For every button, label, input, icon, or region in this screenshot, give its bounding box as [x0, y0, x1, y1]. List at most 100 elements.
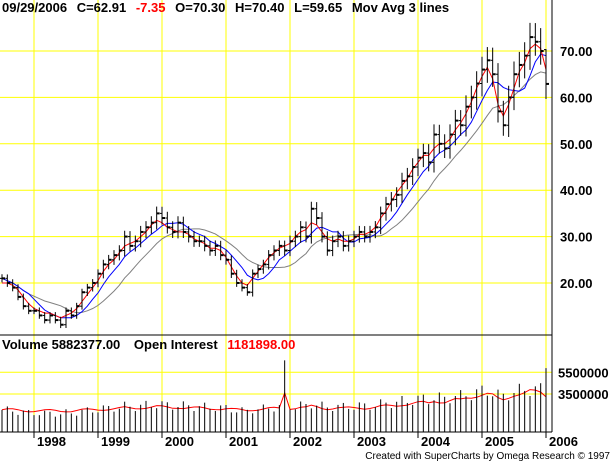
price-bar	[176, 216, 181, 239]
price-bar	[213, 240, 219, 256]
price-bar	[154, 206, 160, 230]
price-bar	[506, 85, 512, 137]
price-bar	[448, 124, 453, 159]
volume-value: Volume 5882377.00	[2, 337, 120, 352]
price-bar	[357, 225, 363, 243]
x-tick-label: 2006	[549, 434, 578, 449]
price-bar	[112, 250, 117, 265]
price-bar	[224, 250, 229, 265]
price-bar	[5, 274, 11, 287]
price-bar	[426, 144, 432, 172]
price-bar	[378, 206, 384, 235]
price-bar	[58, 316, 64, 329]
price-bar	[309, 201, 315, 244]
price-bar	[16, 284, 21, 301]
price-bar	[272, 245, 277, 261]
price-bar	[277, 240, 283, 256]
price-bar	[400, 172, 405, 204]
price-bar-series	[0, 22, 549, 329]
price-bar	[496, 63, 501, 123]
price-bar	[106, 254, 112, 270]
price-bar	[197, 235, 203, 247]
price-bar	[250, 269, 256, 297]
price-bar	[261, 259, 267, 274]
y-tick-label: 70.00	[560, 44, 593, 59]
price-bar	[464, 95, 469, 137]
axis-tick-labels: 20.00 30.00 40.00 50.00 60.00 70.00 3500000 550…	[33, 44, 609, 449]
x-tick-label: 1999	[101, 434, 130, 449]
price-bar	[490, 47, 496, 87]
price-bar	[528, 22, 533, 70]
price-bar	[394, 187, 400, 208]
price-bar	[288, 235, 293, 257]
price-bar	[256, 264, 261, 279]
price-bar	[48, 312, 53, 324]
price-bar	[346, 235, 352, 252]
price-bar	[373, 221, 379, 239]
price-bar	[186, 226, 192, 243]
price-bar	[282, 240, 288, 256]
price-bar	[325, 231, 331, 256]
price-bar	[74, 302, 80, 319]
price-bar	[149, 216, 155, 234]
price-bar	[96, 269, 101, 288]
price-bar	[453, 109, 459, 146]
price-bar	[458, 110, 464, 136]
price-bar	[314, 202, 320, 225]
price-bar	[101, 259, 107, 279]
price-bar	[245, 284, 251, 296]
price-bar	[64, 307, 69, 329]
price-bar	[234, 269, 240, 287]
header-change: -7.35	[136, 0, 166, 15]
price-bar	[192, 230, 197, 247]
price-bar	[293, 230, 299, 248]
price-bar	[133, 235, 139, 252]
price-bar	[517, 51, 523, 88]
price-bar	[240, 279, 245, 292]
price-bar	[298, 221, 304, 243]
price-bar	[480, 56, 485, 97]
price-bar	[80, 288, 85, 310]
x-tick-label: 1998	[37, 434, 66, 449]
y-tick-label: 30.00	[560, 230, 593, 245]
price-bar	[405, 167, 411, 190]
credit-line: Created with SuperCharts by Omega Resear…	[365, 451, 610, 462]
price-bar	[218, 240, 224, 261]
price-bar	[117, 245, 123, 261]
price-bar	[485, 47, 491, 83]
price-bar	[181, 216, 187, 238]
header-date: 09/29/2006	[2, 0, 67, 15]
y-tick-label: 60.00	[560, 90, 593, 105]
price-bar	[538, 28, 544, 65]
price-bar	[421, 143, 427, 168]
volume-tick-label: 5500000	[558, 365, 609, 380]
header-indicator: Mov Avg 3 lines	[352, 0, 449, 15]
price-bar	[37, 307, 43, 319]
header-close: C=62.91	[77, 0, 127, 15]
open-interest-value: 1181898.00	[227, 337, 295, 352]
header-open: O=70.30	[175, 0, 225, 15]
price-bar	[368, 225, 373, 243]
price-bar	[432, 124, 437, 173]
price-bar	[501, 100, 507, 136]
header-high: H=70.40	[235, 0, 285, 15]
price-bar	[42, 312, 48, 324]
price-bar	[0, 274, 5, 283]
price-bar	[389, 192, 395, 212]
price-bar	[437, 124, 443, 154]
price-bar	[474, 71, 480, 110]
price-bar	[266, 250, 272, 270]
price-bar	[122, 230, 128, 257]
header-low: L=59.65	[294, 0, 342, 15]
price-bar	[128, 231, 133, 252]
price-bar	[341, 231, 347, 252]
price-bar	[442, 134, 448, 158]
price-bar	[21, 293, 27, 310]
x-tick-label: 2002	[293, 434, 322, 449]
y-tick-label: 40.00	[560, 183, 593, 198]
price-bar	[336, 230, 341, 248]
price-bar	[320, 212, 325, 243]
x-tick-label: 2001	[229, 434, 258, 449]
price-bar	[138, 225, 144, 248]
